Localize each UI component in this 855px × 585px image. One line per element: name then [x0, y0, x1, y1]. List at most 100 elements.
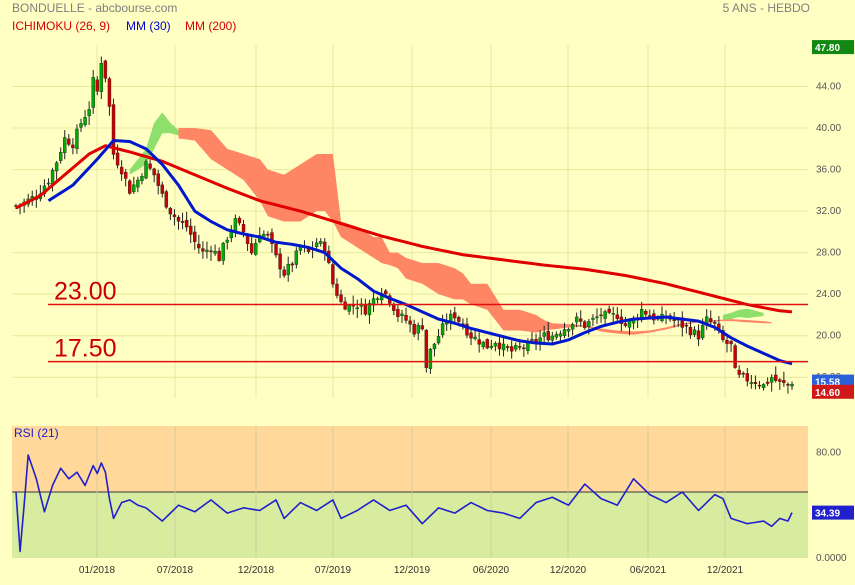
candle-body — [424, 329, 429, 369]
candle-body — [111, 104, 116, 155]
candle-body — [453, 312, 457, 319]
candle-body — [436, 336, 441, 344]
candle-body — [745, 373, 750, 382]
candle-body — [786, 384, 790, 386]
candle-body — [570, 324, 575, 330]
candle-body — [514, 345, 518, 350]
candle-body — [347, 305, 351, 312]
candle-body — [67, 138, 71, 145]
candle-body — [274, 244, 278, 256]
candle-body — [778, 379, 782, 382]
candle-body — [164, 191, 169, 208]
rsi-y-tick-label: 80.00 — [816, 447, 841, 458]
candle-body — [587, 321, 591, 328]
level-label: 23.00 — [54, 278, 117, 306]
candle-body — [497, 342, 502, 350]
candle-body — [209, 250, 213, 252]
candle-body — [140, 176, 144, 181]
candle-body — [501, 343, 506, 351]
candle-body — [420, 325, 424, 330]
candle-body — [554, 334, 559, 338]
candle-body — [400, 313, 404, 317]
candle-body — [172, 214, 177, 218]
candle-body — [160, 184, 164, 194]
legend-ichimoku: ICHIMOKU (26, 9) — [12, 19, 111, 33]
candle-body — [696, 330, 701, 340]
candle-body — [221, 242, 225, 261]
rsi-line — [15, 454, 793, 553]
candle-body — [465, 323, 469, 336]
candle-body — [335, 283, 339, 296]
price-tag-label: 15.58 — [815, 378, 840, 389]
candle-body — [339, 294, 343, 302]
candle-body — [648, 315, 652, 317]
rsi-title: RSI (21) — [14, 426, 59, 440]
candle-body — [546, 330, 550, 341]
candle-body — [278, 253, 282, 270]
x-tick-label: 12/2018 — [238, 565, 275, 576]
candle-body — [156, 173, 160, 186]
candle-body — [749, 382, 754, 384]
legend-mm30: MM (30) — [126, 19, 171, 33]
candle-body — [152, 168, 156, 176]
candle-body — [201, 248, 205, 252]
candle-body — [331, 264, 335, 285]
mm30-line — [47, 139, 793, 366]
candle-body — [367, 303, 372, 316]
candle-body — [355, 307, 359, 310]
ichimoku-cloud-bearish — [178, 128, 772, 335]
candle-body — [741, 372, 745, 375]
candle-body — [189, 225, 193, 235]
price-y-tick-label: 36.00 — [816, 165, 841, 176]
chart-period-label: 5 ANS - HEBDO — [722, 1, 810, 15]
candle-body — [530, 339, 534, 341]
candle-body — [579, 318, 583, 322]
price-tag-label: 14.60 — [815, 388, 840, 399]
candle-body — [757, 384, 762, 387]
rsi-last-tag — [812, 505, 854, 520]
candle-body — [115, 152, 120, 166]
candle-body — [176, 217, 181, 222]
candle-body — [294, 250, 299, 265]
legend-mm200: MM (200) — [185, 19, 237, 33]
candle-body — [733, 345, 737, 368]
candle-body — [408, 320, 412, 325]
x-tick-label: 06/2021 — [630, 565, 667, 576]
candle-body — [566, 329, 571, 332]
candle-body — [396, 308, 400, 317]
mm200-line — [15, 144, 793, 314]
rsi-last-label: 34.39 — [815, 509, 840, 520]
candle-body — [700, 325, 705, 339]
candle-body — [63, 137, 67, 154]
candle-body — [375, 298, 380, 300]
candle-body — [725, 340, 729, 344]
candle-body — [314, 242, 319, 247]
candle-body — [249, 243, 254, 254]
candle-body — [485, 339, 489, 349]
candle-body — [583, 321, 587, 328]
candle-body — [457, 317, 461, 322]
candle-body — [254, 242, 258, 255]
candle-body — [615, 314, 619, 319]
candle-body — [132, 184, 136, 192]
price-y-tick-label: 24.00 — [816, 289, 841, 300]
candle-body — [595, 316, 599, 319]
candle-body — [363, 304, 368, 315]
candle-body — [416, 325, 420, 334]
candle-body — [782, 380, 786, 384]
candle-body — [237, 217, 242, 224]
candle-body — [193, 231, 197, 243]
candle-body — [83, 117, 87, 126]
candle-body — [343, 301, 347, 310]
level-label: 17.50 — [54, 335, 117, 363]
ichimoku-cloud-bullish — [722, 308, 764, 321]
candle-body — [542, 332, 546, 337]
candle-body — [225, 239, 229, 243]
price-tag — [812, 40, 854, 55]
candle-body — [737, 369, 741, 375]
rsi-overbought-band — [12, 426, 808, 492]
price-y-tick-label: 44.00 — [816, 82, 841, 93]
ichimoku-cloud-bullish — [129, 112, 179, 175]
candle-body — [412, 324, 416, 335]
